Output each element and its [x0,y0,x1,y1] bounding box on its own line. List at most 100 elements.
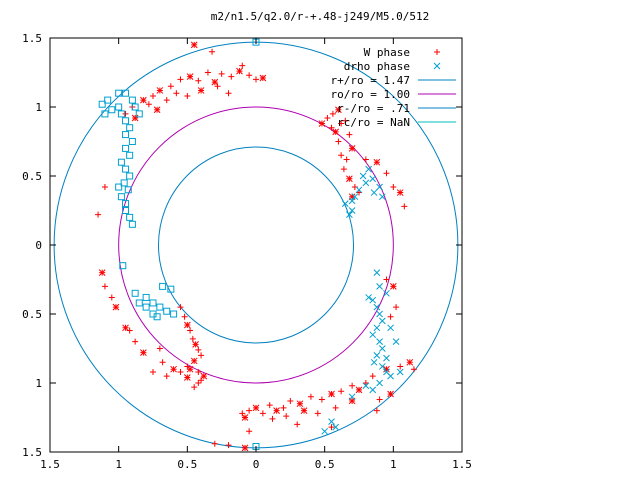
drho-phase-point [378,363,386,370]
drho-phase-point [396,368,404,376]
w-phase-point [406,358,414,366]
drho-phase-point [378,193,386,201]
w-phase-point [338,388,345,395]
w-phase-point [153,106,161,114]
w-phase-point [259,410,266,417]
y-tick-label: 0.5 [22,170,42,183]
w-phase-point [259,74,267,82]
drho-phase-point [156,303,164,311]
w-phase-point [132,338,139,345]
w-phase-point [387,313,394,320]
w-phase-point [183,374,191,381]
drho-phase-point [348,197,356,205]
drho-phase-point [355,186,363,194]
w-phase-point [200,372,208,380]
w-phase-point [95,211,102,218]
x-tick-label: 0.5 [177,458,197,471]
legend-label: ro/ro = 1.00 [331,88,410,101]
drho-phase-point [170,310,178,318]
drho-phase-point [149,310,157,318]
drho-phase-point [142,303,150,311]
w-phase-point [150,368,156,375]
drho-phase-point [122,207,130,214]
w-phase-point [191,384,198,391]
drho-phase-point [392,338,400,345]
w-phase-point [318,120,326,127]
w-phase-point [241,444,249,452]
w-phase-point [328,390,335,398]
drho-phase-point [348,207,356,214]
chart-title: m2/n1.5/q2.0/r-+.48-j249/M5.0/512 [211,10,430,23]
w-phase-point [329,110,336,117]
w-phase-point [387,390,394,398]
w-phase-point [296,400,304,408]
w-phase-point [225,90,232,97]
drho-phase-point [378,317,386,325]
drho-phase-point [163,307,171,315]
drho-phase-point [365,294,372,301]
drho-phase-point [122,200,130,208]
w-phase-point [349,382,356,389]
w-phase-point [390,184,397,191]
w-phase-point [338,152,345,159]
w-phase-point [246,72,253,79]
w-phase-point [362,156,369,163]
drho-phase-point [126,172,134,180]
drho-phase-point [341,200,349,207]
drho-phase-point [117,110,125,118]
y-tick-label: 1 [35,377,42,390]
w-phase-point [218,70,225,77]
w-phase-point [287,397,294,404]
drho-phase-point [373,324,381,332]
legend-label: drho phase [344,60,410,73]
w-phase-point [163,97,170,104]
drho-phase-point [387,324,394,332]
drho-phase-point [369,175,377,183]
drho-phase-point [115,89,123,97]
drho-phase-point [120,179,128,187]
w-phase-point [362,380,369,386]
drho-phase-point [383,354,390,362]
w-phase-point [346,131,353,138]
drho-phase-point [122,165,130,173]
w-phase-point [101,283,108,290]
drho-phase-point [376,283,383,290]
w-phase-point [187,327,194,334]
drho-phase-point [135,110,143,118]
drho-phase-point [135,299,143,307]
y-tick-label: 1 [35,101,42,114]
drho-phase-point [98,100,106,108]
w-phase-point [351,184,358,191]
drho-phase-point [126,124,134,132]
w-phase-point [108,294,115,301]
w-phase-point [338,120,345,127]
w-phase-point [314,410,321,417]
x-tick-label: 0 [253,458,260,471]
drho-phase-point [104,96,112,104]
drho-phase-point [126,213,134,221]
reference-circle-4 [157,146,355,344]
w-phase-point [167,83,174,90]
w-phase-point [376,396,383,403]
w-phase-point [246,407,253,414]
w-phase-point [348,145,356,152]
w-phase-point [228,73,235,80]
w-phase-point [183,321,191,329]
w-phase-point [307,393,314,400]
w-phase-point [211,440,218,447]
drho-phase-point [373,352,381,359]
legend-label: r+/ro = 1.47 [331,74,410,87]
x-tick-label: 0.5 [315,458,335,471]
drho-phase-point [128,220,136,228]
w-phase-point [177,368,184,375]
w-phase-point [383,365,390,373]
drho-phase-point [328,418,335,425]
w-phase-point [150,92,156,99]
w-phase-point [283,413,290,420]
w-phase-point [192,341,199,348]
w-phase-point [163,373,170,380]
w-phase-point [140,96,147,104]
w-phase-point [198,377,205,384]
